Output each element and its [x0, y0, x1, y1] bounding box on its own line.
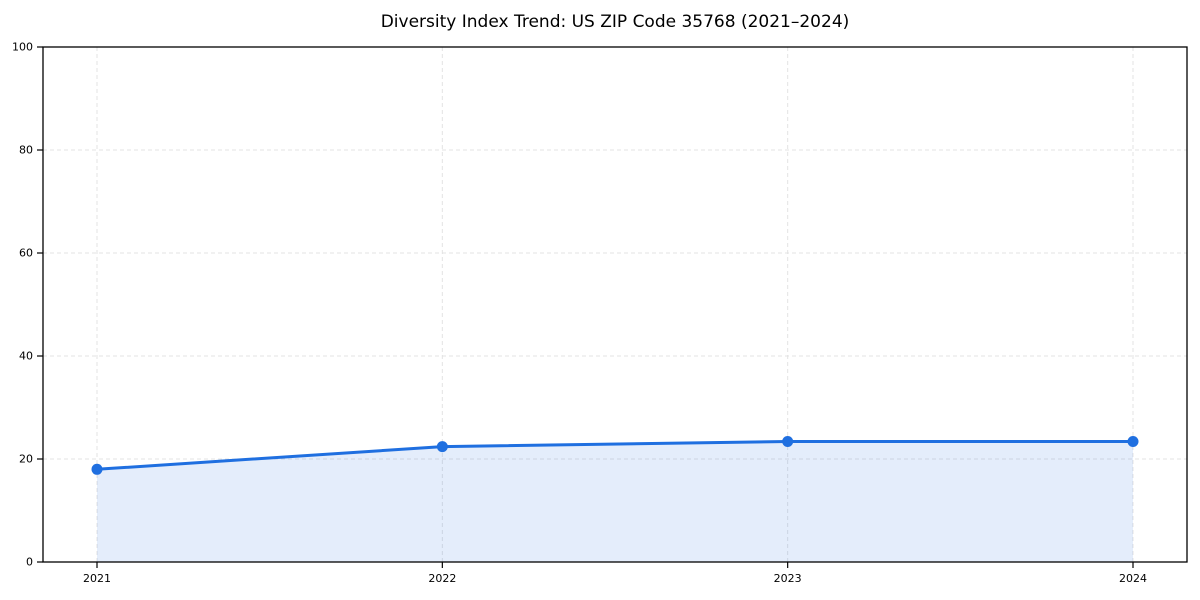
data-point-2024	[1127, 435, 1139, 447]
y-tick-label: 100	[12, 41, 33, 54]
data-point-2022	[436, 441, 448, 453]
y-tick-label: 40	[19, 350, 33, 363]
x-tick-label: 2021	[83, 572, 111, 585]
y-tick-label: 0	[26, 556, 33, 569]
data-point-2023	[782, 435, 794, 447]
y-tick-label: 60	[19, 247, 33, 260]
x-tick-label: 2024	[1119, 572, 1147, 585]
axes-spines	[42, 46, 1188, 563]
y-tick-label: 20	[19, 453, 33, 466]
chart-title: Diversity Index Trend: US ZIP Code 35768…	[380, 12, 850, 32]
x-tick-label: 2023	[774, 572, 802, 585]
data-point-2021	[91, 463, 103, 475]
trend-line	[95, 439, 1135, 471]
x-tick-label: 2022	[428, 572, 456, 585]
area-fill	[97, 441, 1133, 562]
y-tick-label: 80	[19, 144, 33, 157]
